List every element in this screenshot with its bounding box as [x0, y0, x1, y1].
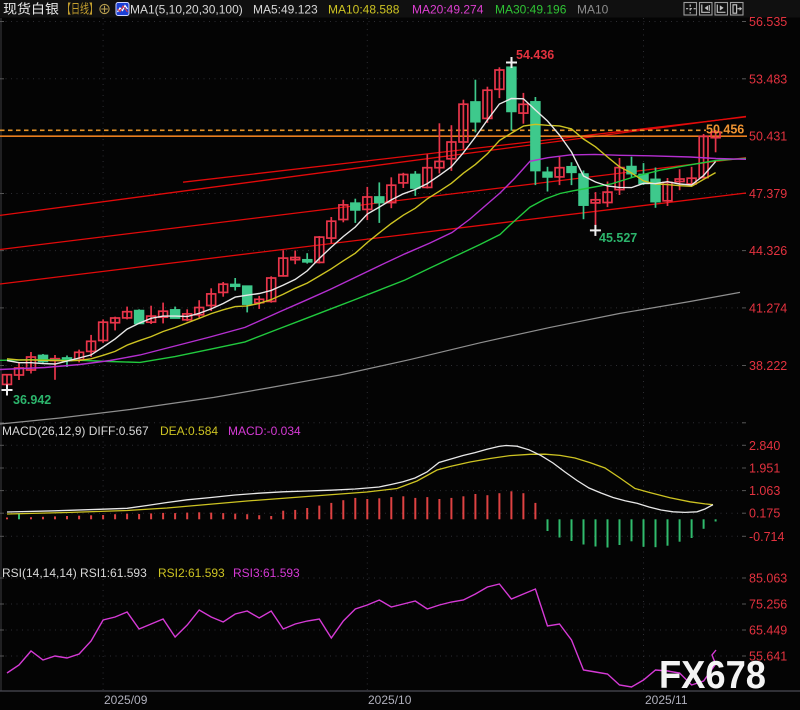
- svg-text:56.535: 56.535: [749, 15, 787, 29]
- svg-text:36.942: 36.942: [13, 393, 51, 407]
- svg-text:FX678: FX678: [659, 654, 766, 697]
- svg-text:65.449: 65.449: [749, 624, 787, 638]
- svg-text:【日线】: 【日线】: [62, 2, 98, 17]
- svg-text:MA5:49.123: MA5:49.123: [253, 3, 318, 17]
- svg-text:RSI3:61.593: RSI3:61.593: [233, 566, 300, 580]
- svg-text:MACD:-0.034: MACD:-0.034: [228, 424, 301, 438]
- svg-text:75.256: 75.256: [749, 598, 787, 612]
- svg-text:55.641: 55.641: [749, 650, 787, 664]
- svg-text:MA10:48.588: MA10:48.588: [328, 3, 400, 17]
- svg-text:85.063: 85.063: [749, 572, 787, 586]
- svg-text:RSI2:61.593: RSI2:61.593: [158, 566, 225, 580]
- svg-text:MA20:49.274: MA20:49.274: [412, 3, 484, 17]
- svg-text:DEA:0.584: DEA:0.584: [160, 424, 218, 438]
- svg-text:现货白银: 现货白银: [3, 2, 59, 17]
- svg-text:1.951: 1.951: [749, 462, 780, 476]
- svg-text:45.527: 45.527: [599, 231, 637, 245]
- svg-text:RSI(14,14,14) RSI1:61.593: RSI(14,14,14) RSI1:61.593: [2, 566, 147, 580]
- svg-text:47.379: 47.379: [749, 187, 787, 201]
- svg-text:2025/09: 2025/09: [104, 693, 148, 707]
- svg-text:44.326: 44.326: [749, 244, 787, 258]
- svg-text:50.456: 50.456: [706, 123, 744, 137]
- svg-text:38.222: 38.222: [749, 359, 787, 373]
- svg-text:50.431: 50.431: [749, 130, 787, 144]
- svg-text:MA30:49.196: MA30:49.196: [495, 3, 567, 17]
- svg-text:MA1(5,10,20,30,100): MA1(5,10,20,30,100): [130, 3, 243, 17]
- svg-text:MACD(26,12,9) DIFF:0.567: MACD(26,12,9) DIFF:0.567: [2, 424, 149, 438]
- svg-text:MA10: MA10: [577, 3, 609, 17]
- svg-text:2.840: 2.840: [749, 439, 780, 453]
- svg-text:54.436: 54.436: [516, 48, 554, 62]
- svg-text:53.483: 53.483: [749, 72, 787, 86]
- svg-text:2025/10: 2025/10: [368, 693, 412, 707]
- svg-text:1.063: 1.063: [749, 484, 780, 498]
- svg-text:41.274: 41.274: [749, 301, 787, 315]
- svg-text:2025/11: 2025/11: [645, 693, 688, 707]
- svg-text:-0.714: -0.714: [749, 530, 784, 544]
- svg-text:0.175: 0.175: [749, 507, 780, 521]
